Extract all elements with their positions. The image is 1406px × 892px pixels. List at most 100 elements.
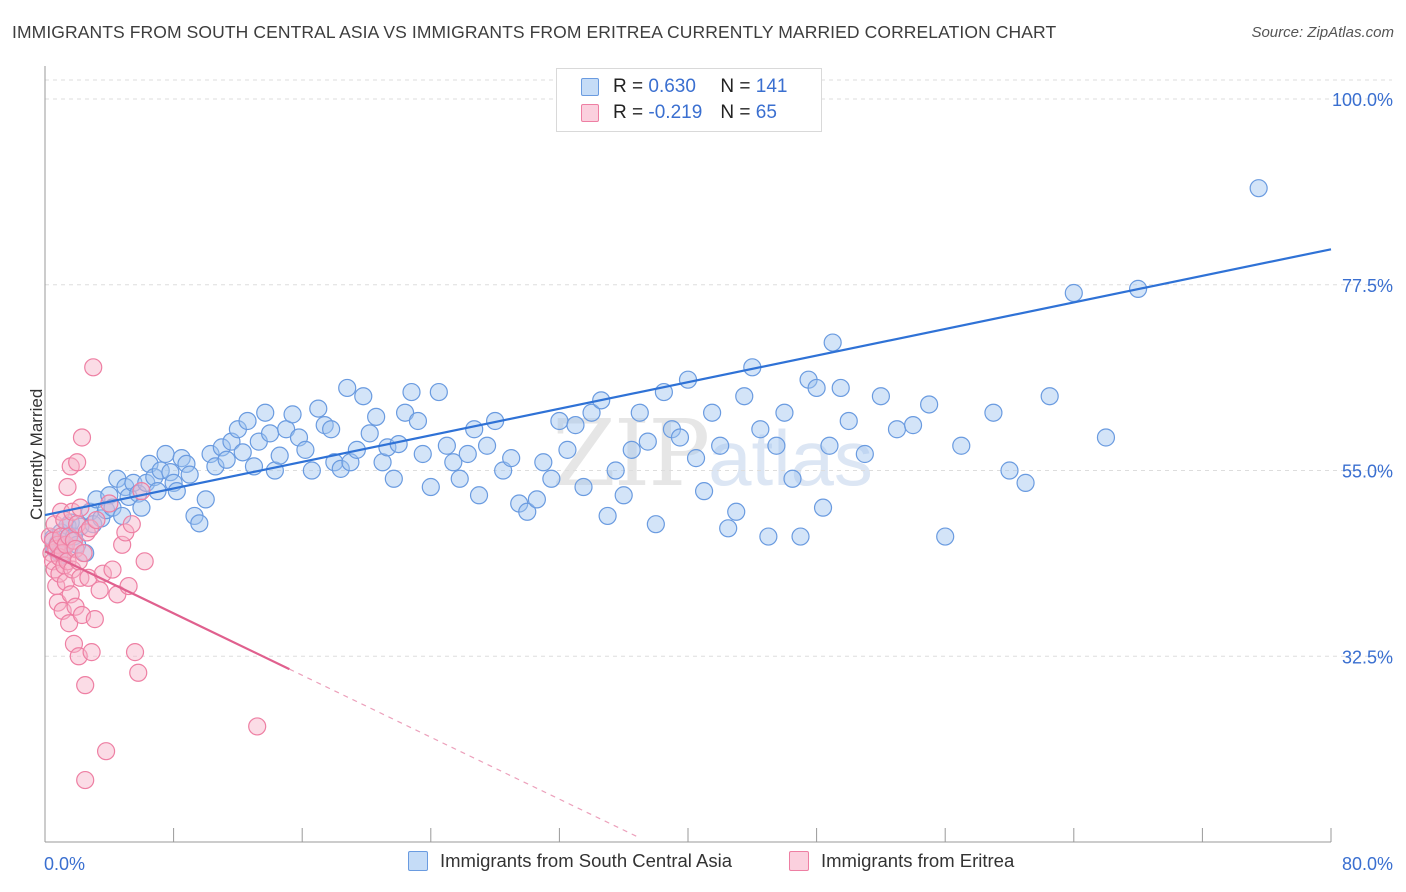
- data-point-eritrea: [82, 643, 101, 662]
- data-point-south-central-asia: [855, 444, 874, 464]
- y-axis-label: Currently Married: [27, 388, 46, 520]
- data-point-eritrea: [72, 428, 92, 447]
- data-point-south-central-asia: [622, 440, 641, 459]
- legend-swatch-pink: [789, 851, 809, 871]
- data-point-south-central-asia: [703, 403, 722, 422]
- data-point-eritrea: [84, 358, 103, 377]
- data-point-eritrea: [68, 453, 87, 472]
- grid-lines: [45, 79, 1392, 657]
- data-point-eritrea: [248, 717, 267, 736]
- data-point-south-central-asia: [630, 403, 649, 422]
- data-point-south-central-asia: [502, 449, 521, 468]
- data-point-eritrea: [85, 610, 104, 629]
- data-point-south-central-asia: [820, 436, 839, 455]
- data-point-south-central-asia: [238, 411, 257, 431]
- data-point-eritrea: [60, 614, 79, 633]
- data-point-south-central-asia: [719, 519, 738, 538]
- data-point-south-central-asia: [813, 498, 833, 517]
- data-point-south-central-asia: [670, 428, 690, 447]
- data-point-south-central-asia: [1096, 428, 1116, 447]
- data-point-south-central-asia: [413, 444, 432, 464]
- data-point-south-central-asia: [190, 514, 209, 533]
- data-point-south-central-asia: [384, 469, 403, 488]
- axes: [44, 66, 1332, 843]
- data-point-south-central-asia: [429, 382, 448, 402]
- x-tick-label: 80.0%: [1342, 854, 1393, 874]
- data-point-south-central-asia: [751, 420, 770, 439]
- legend-r-value: 0.630: [648, 76, 696, 97]
- legend-n-label: N =: [720, 102, 751, 123]
- data-point-south-central-asia: [196, 490, 215, 509]
- trend-line-eritrea-extension: [289, 668, 641, 839]
- legend-swatch-blue: [581, 78, 599, 96]
- trend-line-eritrea: [44, 550, 290, 671]
- data-point-south-central-asia: [984, 403, 1003, 422]
- data-point-south-central-asia: [256, 403, 275, 422]
- data-point-eritrea: [90, 581, 109, 600]
- correlation-legend: R = 0.630 N = 141 R = -0.219 N = 65: [556, 68, 822, 132]
- data-point-south-central-asia: [1040, 387, 1059, 406]
- data-point-south-central-asia: [1000, 461, 1019, 480]
- data-point-eritrea: [87, 510, 106, 530]
- series-south-central-asia: [43, 179, 1268, 564]
- data-point-south-central-asia: [775, 403, 794, 422]
- trend-lines: [44, 248, 1332, 839]
- tick-labels: 32.5% 55.0% 77.5% 100.0% 0.0% 80.0%: [44, 90, 1393, 874]
- data-point-south-central-asia: [325, 453, 344, 472]
- data-point-south-central-asia: [177, 454, 196, 474]
- legend-item-south-central-asia: Immigrants from South Central Asia: [408, 850, 732, 872]
- data-point-eritrea: [135, 552, 154, 571]
- data-point-eritrea: [76, 770, 95, 790]
- data-point-south-central-asia: [558, 440, 577, 459]
- data-point-south-central-asia: [477, 436, 497, 455]
- data-point-south-central-asia: [437, 436, 456, 455]
- legend-r-label: R =: [613, 76, 644, 97]
- data-point-south-central-asia: [408, 411, 428, 431]
- data-point-south-central-asia: [606, 461, 625, 480]
- data-point-south-central-asia: [823, 333, 842, 352]
- y-tick-label: 77.5%: [1342, 276, 1393, 296]
- data-point-south-central-asia: [952, 436, 971, 455]
- data-point-south-central-asia: [542, 469, 561, 488]
- data-point-south-central-asia: [156, 444, 175, 464]
- chart-title: IMMIGRANTS FROM SOUTH CENTRAL ASIA VS IM…: [12, 22, 1057, 42]
- legend-n-label: N =: [720, 76, 751, 97]
- data-point-south-central-asia: [469, 486, 489, 505]
- data-point-south-central-asia: [711, 436, 730, 455]
- data-point-south-central-asia: [767, 436, 786, 455]
- data-point-south-central-asia: [839, 411, 858, 431]
- data-point-south-central-asia: [217, 450, 236, 469]
- data-point-south-central-asia: [527, 490, 546, 509]
- data-point-south-central-asia: [831, 378, 850, 398]
- data-point-south-central-asia: [450, 469, 469, 488]
- y-tick-label: 55.0%: [1342, 462, 1393, 482]
- data-point-south-central-asia: [727, 502, 746, 521]
- legend-swatch-pink: [581, 104, 599, 122]
- legend-swatch-blue: [408, 851, 428, 871]
- data-point-south-central-asia: [638, 432, 657, 451]
- data-point-south-central-asia: [791, 527, 810, 546]
- data-point-eritrea: [58, 477, 77, 497]
- legend-row-south-central-asia: R = 0.630 N = 141: [581, 75, 787, 99]
- data-point-south-central-asia: [903, 416, 923, 435]
- data-point-south-central-asia: [694, 482, 714, 501]
- data-point-eritrea: [129, 663, 148, 682]
- legend-n-value: 65: [755, 102, 777, 123]
- data-point-south-central-asia: [598, 506, 617, 526]
- data-point-eritrea: [76, 676, 95, 695]
- data-point-south-central-asia: [1064, 283, 1083, 303]
- data-point-eritrea: [96, 742, 116, 761]
- data-point-south-central-asia: [887, 420, 907, 439]
- data-point-south-central-asia: [402, 382, 421, 402]
- data-point-south-central-asia: [458, 444, 477, 464]
- data-point-south-central-asia: [206, 457, 225, 476]
- data-point-south-central-asia: [686, 449, 706, 468]
- legend-label: Immigrants from Eritrea: [821, 850, 1015, 871]
- legend-item-eritrea: Immigrants from Eritrea: [789, 850, 1014, 872]
- data-point-south-central-asia: [871, 387, 891, 406]
- data-point-south-central-asia: [395, 403, 415, 422]
- data-point-south-central-asia: [1016, 473, 1035, 492]
- legend-r-value: -0.219: [648, 102, 703, 123]
- data-point-south-central-asia: [172, 449, 191, 468]
